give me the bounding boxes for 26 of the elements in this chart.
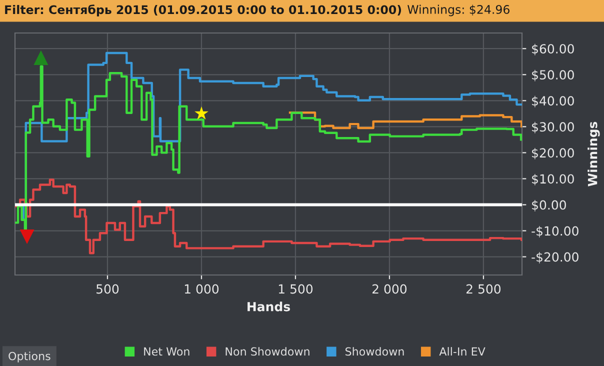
point bbox=[194, 106, 208, 120]
legend-label: Net Won bbox=[144, 347, 190, 356]
x-tick-label: 1 000 bbox=[184, 284, 219, 294]
x-tick-label: 1 500 bbox=[278, 284, 313, 294]
y-tick-label: -$20.00 bbox=[532, 252, 578, 264]
x-axis-title: Hands bbox=[248, 302, 290, 312]
text: Options bbox=[8, 352, 50, 362]
y-tick-label: $30.00 bbox=[532, 122, 574, 134]
legend-label: All-In EV bbox=[439, 347, 486, 356]
chart-title: Filter: Сентябрь 2015 (01.09.2015 0:00 to 01.10.2015 0:00) bbox=[5, 4, 402, 16]
point bbox=[20, 229, 34, 244]
y-tick-label: $60.00 bbox=[532, 44, 574, 56]
x-tick-label: 500 bbox=[96, 284, 119, 294]
y-tick-label: $50.00 bbox=[532, 70, 574, 82]
y-tick-label: $40.00 bbox=[532, 96, 574, 108]
y-tick-label: $0.00 bbox=[532, 200, 566, 212]
y-tick-label: -$10.00 bbox=[532, 226, 578, 238]
legend-label: Showdown bbox=[345, 347, 404, 356]
y-tick-label: $10.00 bbox=[532, 174, 574, 186]
y-tick-label: $20.00 bbox=[532, 148, 574, 160]
chart-subtitle: Winnings: $24.96 bbox=[408, 4, 510, 16]
x-tick-label: 2 000 bbox=[372, 284, 407, 294]
y-axis-title: Winnings bbox=[588, 122, 600, 186]
x-tick-label: 2 500 bbox=[466, 284, 501, 294]
point bbox=[34, 50, 48, 66]
legend-label: Non Showdown bbox=[226, 347, 310, 356]
